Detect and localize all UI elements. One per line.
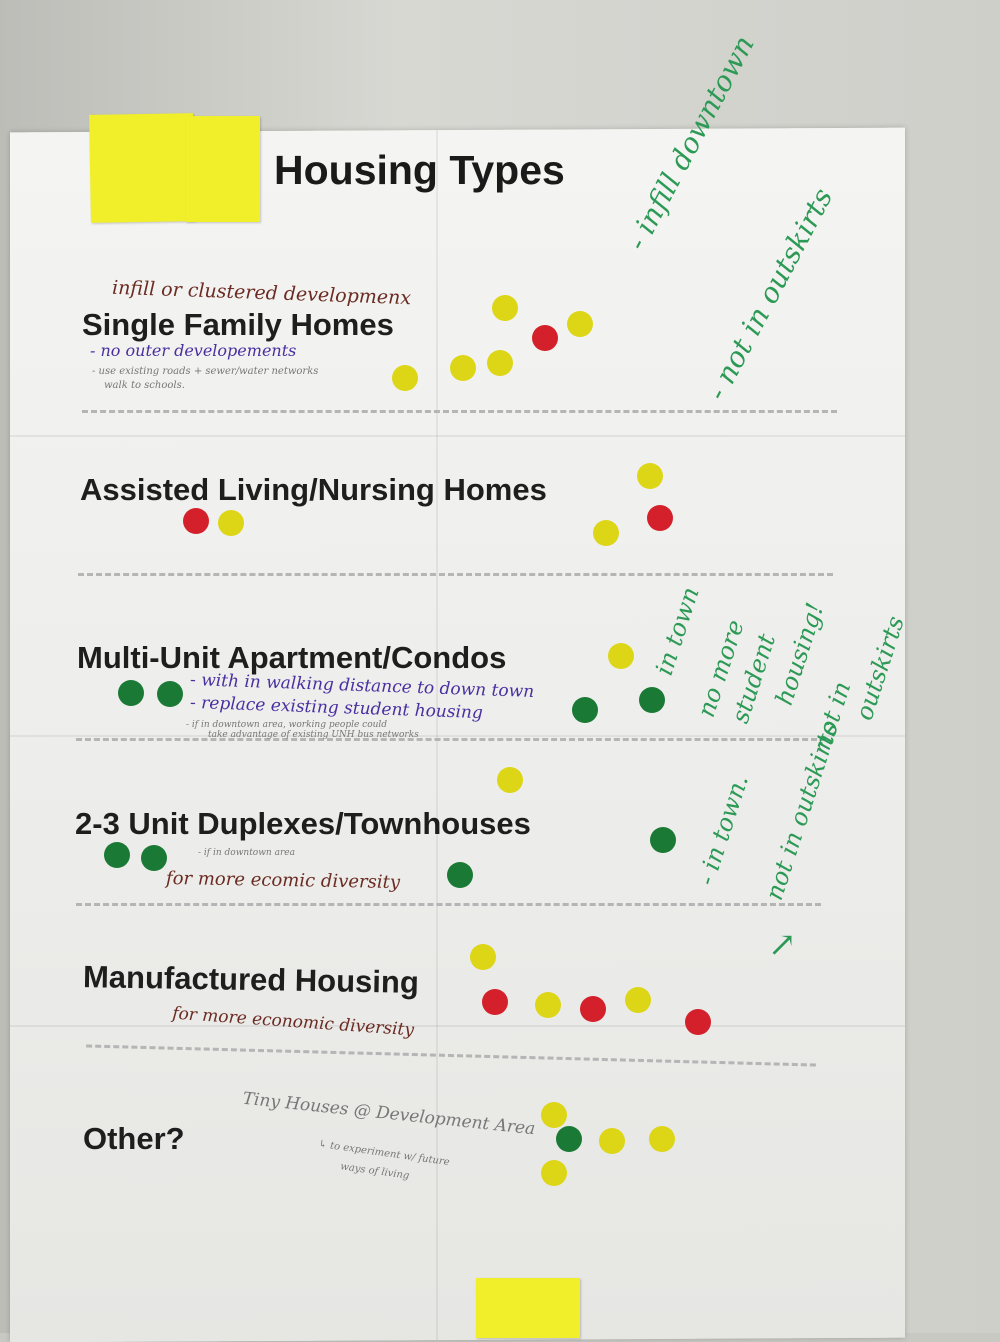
vote-dot-red [685,1009,711,1035]
vote-dot-yellow [487,350,513,376]
vote-dot-green [650,827,676,853]
fold-crease [10,735,905,737]
vote-dot-yellow [218,510,244,536]
vote-dot-yellow [392,365,418,391]
vote-dot-red [647,505,673,531]
arrow-mark: ↗ [768,925,797,965]
sticky-note [89,113,195,223]
vote-dot-yellow [593,520,619,546]
fold-crease [10,435,905,437]
vote-dot-yellow [649,1126,675,1152]
divider [82,410,837,413]
vote-dot-yellow [599,1128,625,1154]
vote-dot-yellow [492,295,518,321]
vote-dot-yellow [637,463,663,489]
vote-dot-yellow [567,311,593,337]
poster-title: Housing Types [274,147,565,193]
note: - no outer developements [90,341,297,360]
fold-crease [10,1025,905,1027]
vote-dot-yellow [541,1160,567,1186]
vote-dot-green [572,697,598,723]
vote-dot-green [447,862,473,888]
vote-dot-red [580,996,606,1022]
vote-dot-yellow [541,1102,567,1128]
divider [78,573,833,576]
vote-dot-yellow [497,767,523,793]
vote-dot-yellow [608,643,634,669]
note: for more ecomic diversity [165,867,401,894]
note: - if in downtown area, working people co… [186,720,388,730]
vote-dot-red [532,325,558,351]
note: - if in downtown area [198,848,295,858]
vote-dot-green [104,842,130,868]
vote-dot-green [118,680,144,706]
vote-dot-yellow [470,944,496,970]
category-multi-unit: Multi-Unit Apartment/Condos [77,640,507,675]
vote-dot-green [157,681,183,707]
vote-dot-yellow [535,992,561,1018]
vote-dot-green [141,845,167,871]
vote-dot-yellow [625,987,651,1013]
vote-dot-red [482,989,508,1015]
vote-dot-red [183,508,209,534]
note: walk to schools. [104,380,185,391]
sticky-note [476,1278,580,1338]
sticky-note [186,116,260,222]
category-duplexes: 2-3 Unit Duplexes/Townhouses [75,806,531,841]
category-other: Other? [83,1121,185,1156]
vote-dot-green [556,1126,582,1152]
note: take advantage of existing UNH bus netwo… [208,730,419,740]
category-assisted-living: Assisted Living/Nursing Homes [80,472,547,507]
note: - use existing roads + sewer/water netwo… [92,366,319,377]
category-manufactured: Manufactured Housing [82,959,420,1000]
divider [76,903,821,906]
vote-dot-yellow [450,355,476,381]
divider [76,738,826,741]
category-single-family: Single Family Homes [82,307,394,342]
vote-dot-green [639,687,665,713]
fold-crease [436,130,438,1340]
